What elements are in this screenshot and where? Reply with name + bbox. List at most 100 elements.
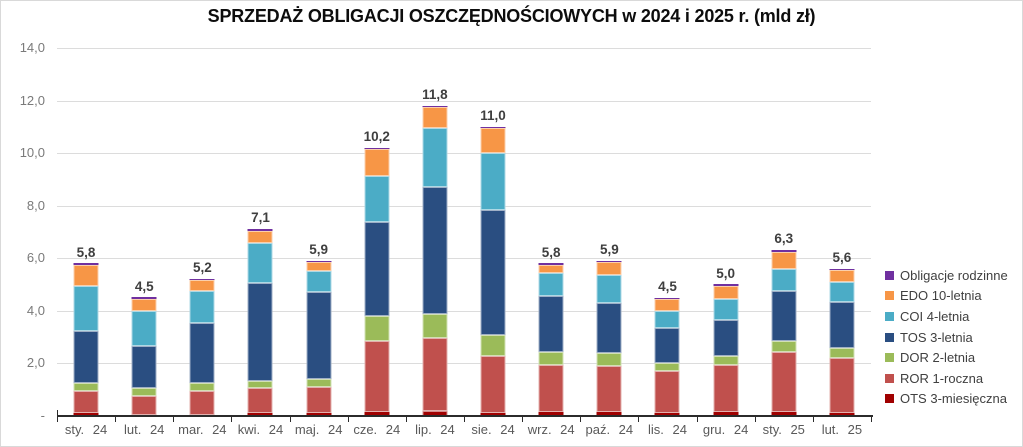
y-axis-tick-label: 12,0 — [19, 92, 45, 108]
y-axis-tick-label: 8,0 — [26, 197, 45, 213]
x-axis-tick — [812, 417, 814, 422]
bar-total-label: 5,8 — [76, 244, 96, 260]
gridline — [57, 363, 871, 365]
stacked-bar — [247, 229, 273, 416]
bar-total-label: 10,2 — [363, 128, 390, 144]
gridline — [57, 258, 871, 260]
segment-edo-10-letnia — [538, 264, 564, 273]
bar-total-label: 5,0 — [716, 265, 735, 281]
x-axis-category-label: lip. 24 — [415, 422, 455, 437]
segment-obligacje-rodzinne — [480, 126, 506, 129]
x-axis-category-label: kwi. 24 — [237, 422, 284, 437]
legend-label: Obligacje rodzinne — [900, 267, 1008, 283]
bar-slot: 5,8 — [57, 48, 115, 416]
gridline — [57, 205, 871, 207]
segment-dor-2-letnia — [306, 379, 332, 388]
legend-label: ROR 1-roczna — [900, 370, 984, 386]
x-axis-tick — [696, 417, 698, 422]
segment-obligacje-rodzinne — [538, 263, 564, 265]
segment-tos-3-letnia — [713, 320, 739, 356]
segment-ror-1-roczna — [771, 351, 797, 413]
bar-slot: 10,2 — [348, 48, 406, 416]
segment-coi-4-letnia — [364, 175, 390, 222]
stacked-bar — [422, 105, 448, 416]
segment-obligacje-rodzinne — [422, 105, 448, 108]
stacked-bar — [364, 147, 390, 416]
segment-ror-1-roczna — [480, 355, 506, 414]
segment-ror-1-roczna — [189, 390, 215, 415]
stacked-bar — [73, 263, 99, 416]
x-axis-category-label: gru. 24 — [702, 422, 749, 437]
stacked-bar — [596, 260, 622, 416]
x-axis-tick — [231, 417, 233, 422]
legend-item: COI 4-letnia — [885, 306, 1008, 327]
segment-coi-4-letnia — [131, 310, 157, 347]
gridline — [57, 48, 871, 49]
segment-obligacje-rodzinne — [654, 297, 680, 300]
segment-dor-2-letnia — [654, 363, 680, 372]
segment-obligacje-rodzinne — [131, 297, 157, 299]
bar-total-label: 7,1 — [251, 210, 270, 226]
y-axis-tick-label: 6,0 — [26, 250, 45, 266]
segment-edo-10-letnia — [306, 262, 332, 272]
x-axis-tick — [464, 417, 465, 422]
bar-total-label: 5,9 — [309, 241, 329, 257]
segment-coi-4-letnia — [538, 272, 564, 297]
segment-tos-3-letnia — [189, 322, 215, 383]
stacked-bar — [189, 278, 215, 416]
x-axis-category-label: sie. 24 — [471, 422, 515, 437]
legend-label: COI 4-letnia — [900, 308, 970, 324]
segment-tos-3-letnia — [131, 346, 157, 389]
y-axis-tick-label: 2,0 — [26, 355, 45, 371]
x-axis-tick — [57, 417, 58, 422]
legend-swatch-coi-4-letnia — [885, 311, 894, 321]
bar-total-label: 5,6 — [832, 249, 852, 265]
segment-edo-10-letnia — [771, 251, 797, 269]
legend-swatch-ror-1-roczna — [885, 373, 894, 383]
stacked-bar — [480, 126, 506, 416]
segment-dor-2-letnia — [422, 313, 448, 339]
x-axis-category-label: maj. 24 — [294, 422, 343, 437]
stacked-bar — [131, 297, 157, 416]
segment-ots-3-miesieczna — [306, 413, 332, 416]
segment-ror-1-roczna — [364, 341, 390, 413]
stacked-bar — [306, 260, 332, 416]
x-axis-category-label: wrz. 24 — [527, 422, 575, 437]
y-axis-stub — [57, 410, 58, 416]
segment-ots-3-miesieczna — [73, 413, 99, 416]
bar-total-label: 4,5 — [134, 278, 154, 294]
bar-total-label: 5,2 — [192, 260, 212, 276]
bar-slot: 5,9 — [290, 48, 348, 416]
legend-label: EDO 10-letnia — [900, 288, 982, 304]
segment-tos-3-letnia — [364, 221, 390, 317]
segment-dor-2-letnia — [771, 341, 797, 352]
segment-coi-4-letnia — [654, 310, 680, 328]
bar-slot: 11,0 — [464, 48, 522, 416]
segment-ror-1-roczna — [131, 396, 157, 415]
segment-edo-10-letnia — [480, 128, 506, 154]
x-axis-tick — [347, 417, 349, 422]
bar-slot: 5,9 — [580, 48, 638, 416]
x-axis-category-label: paź. 24 — [585, 422, 634, 437]
segment-edo-10-letnia — [247, 230, 273, 243]
segment-edo-10-letnia — [73, 264, 99, 286]
bar-total-label: 5,8 — [541, 244, 561, 260]
legend-swatch-dor-2-letnia — [885, 353, 894, 363]
segment-obligacje-rodzinne — [306, 260, 332, 263]
segment-ror-1-roczna — [654, 371, 680, 414]
segment-ror-1-roczna — [596, 366, 622, 413]
legend-item: Obligacje rodzinne — [885, 265, 1008, 286]
segment-ots-3-miesieczna — [247, 413, 273, 416]
bar-total-label: 11,0 — [480, 107, 506, 123]
segment-obligacje-rodzinne — [73, 263, 99, 265]
segment-edo-10-letnia — [422, 107, 448, 129]
x-axis-tick — [115, 417, 117, 422]
segment-tos-3-letnia — [596, 302, 622, 353]
stacked-bar — [771, 250, 797, 416]
legend-swatch-ots-3-miesieczna — [885, 394, 894, 404]
y-axis-tick-label: 14,0 — [19, 40, 45, 55]
segment-tos-3-letnia — [247, 283, 273, 381]
segment-tos-3-letnia — [829, 301, 855, 348]
segment-edo-10-letnia — [713, 285, 739, 300]
